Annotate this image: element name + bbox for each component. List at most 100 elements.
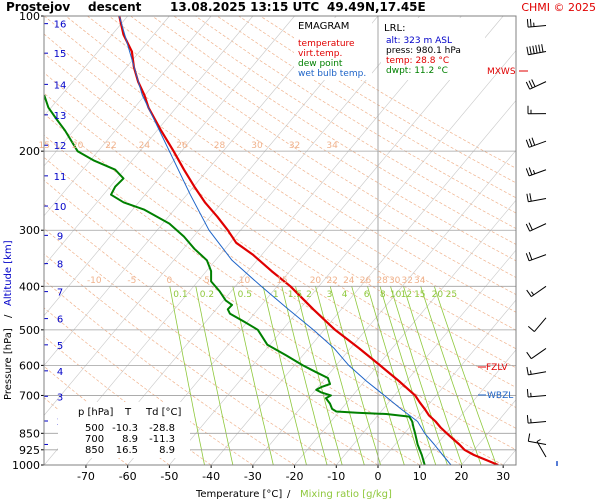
dry-adiabat-line [130, 16, 516, 262]
wind-barb-flag [528, 80, 533, 89]
sounding-profiles [44, 16, 499, 465]
table-cell: -28.8 [149, 423, 175, 434]
wind-barb-flag [526, 19, 529, 28]
legend-title: EMAGRAM [298, 21, 349, 32]
wind-barb [526, 388, 547, 398]
wind-barb-flag [528, 138, 533, 147]
table-cell: -11.3 [149, 434, 175, 445]
adiabat-label: 32 [401, 276, 412, 286]
altitude-tick-label: 7 [57, 288, 63, 299]
wind-barb [525, 222, 547, 232]
dry-adiabat-line [87, 16, 516, 295]
pressure-tick-label: 300 [19, 224, 40, 237]
adiabat-label: 34 [414, 276, 426, 286]
adiabat-label: 22 [105, 141, 116, 151]
fzlv-label: FZLV [486, 363, 508, 373]
wind-barb [526, 366, 547, 376]
reference-slant-line [44, 16, 379, 416]
x-tick-label: -60 [119, 470, 137, 483]
altitude-tick-label: 5 [57, 341, 63, 352]
reference-slant-line [44, 16, 295, 317]
wind-barb-flag [530, 370, 532, 375]
table-header-t: T [124, 407, 132, 418]
lrl-dewpoint: dwpt: 11.2 °C [386, 66, 448, 76]
plot-frame [43, 15, 517, 466]
sounding-mode: descent [88, 0, 142, 14]
x-tick-label: 10 [413, 470, 427, 483]
table-cell: 16.5 [116, 445, 138, 456]
altitude-tick-label: 3 [57, 392, 63, 403]
wind-barb-flag [527, 326, 535, 332]
wind-barb-flag [526, 289, 532, 297]
altitude-tick-label: 9 [57, 231, 63, 242]
mixing-ratio-label: 0.1 [173, 290, 187, 300]
table-cell: 500 [85, 423, 104, 434]
wind-barb-staff [536, 441, 547, 458]
lrl-temperature: temp: 28.8 °C [386, 56, 449, 66]
pressure-tick-label: 700 [19, 389, 40, 402]
wetbulb-profile [118, 16, 452, 465]
x-tick-label: 0 [375, 470, 382, 483]
wind-barb-staff [531, 285, 547, 298]
wind-barb-staff [528, 420, 547, 424]
mixing-ratio-label: 4 [342, 290, 348, 300]
wind-barbs [525, 18, 558, 466]
table-cell: 850 [85, 445, 104, 456]
adiabat-label: 26 [360, 276, 372, 286]
adiabat-label: 28 [214, 141, 226, 151]
legend-virtual-temp: virt.temp. [298, 49, 342, 59]
dry-adiabat-line [44, 33, 516, 350]
pressure-tick-label: 200 [19, 145, 40, 158]
wind-barb-flag [526, 415, 529, 424]
mxws-label: MXWS [487, 67, 516, 77]
dry-adiabat-line [44, 113, 516, 429]
dewpoint-profile [44, 94, 426, 465]
x-tick-label: -70 [77, 470, 95, 483]
lrl-info: LRL: alt: 323 m ASL press: 980.1 hPa tem… [381, 18, 485, 80]
x-axis-label-separator: / [287, 489, 291, 500]
altitude-tick-label: 11 [54, 172, 67, 183]
adiabat-label: 24 [343, 276, 355, 286]
reference-slant-line [294, 199, 516, 465]
table-cell: -10.3 [112, 423, 138, 434]
wind-barb-flag [531, 137, 536, 146]
adiabat-label: 22 [326, 276, 337, 286]
y-axis-label-pressure: Pressure [hPa] [3, 328, 14, 400]
wind-barb-flag [526, 388, 529, 398]
x-axis-label-temperature: Temperature [°C] [195, 489, 282, 500]
wind-barb-flag [526, 351, 532, 359]
reference-slant-line [44, 16, 170, 167]
wind-barb-flag [532, 169, 536, 175]
altitude-tick-label: 14 [54, 80, 67, 91]
mixing-ratio-label: 10 [390, 290, 402, 300]
wind-barb-flag [531, 79, 536, 87]
mixing-ratio-label: 6 [364, 290, 370, 300]
pressure-tick-label: 925 [19, 444, 40, 457]
adiabat-label: 5 [204, 276, 210, 286]
wind-barb [526, 18, 547, 28]
x-tick-label: -40 [202, 470, 220, 483]
mixing-ratio-label: 3 [327, 290, 333, 300]
table-header-p: p [hPa] [78, 407, 113, 418]
dry-adiabat-line [173, 16, 516, 229]
table-header-td: Td [°C] [145, 407, 182, 418]
pressure-tick-label: 100 [19, 10, 40, 23]
wind-barb [525, 79, 547, 90]
x-tick-label: -10 [327, 470, 345, 483]
reference-slant-line [44, 16, 337, 366]
altitude-tick-label: 10 [54, 202, 67, 213]
reference-slant-line [44, 16, 420, 465]
altitude-tick-label: 16 [54, 20, 67, 31]
wind-barb-staff [528, 440, 547, 445]
adiabat-label: 20 [310, 276, 322, 286]
wind-barb [527, 105, 547, 115]
legend-dew-point: dew point [298, 59, 343, 69]
skewed-isotherms [44, 16, 516, 465]
dry-adiabat-line [216, 16, 516, 199]
reference-slant-line [377, 299, 516, 465]
wind-barb [525, 167, 547, 177]
wind-barb-flag [530, 291, 535, 296]
adiabat-label: -10 [87, 276, 102, 286]
dry-adiabat-line [44, 72, 516, 388]
